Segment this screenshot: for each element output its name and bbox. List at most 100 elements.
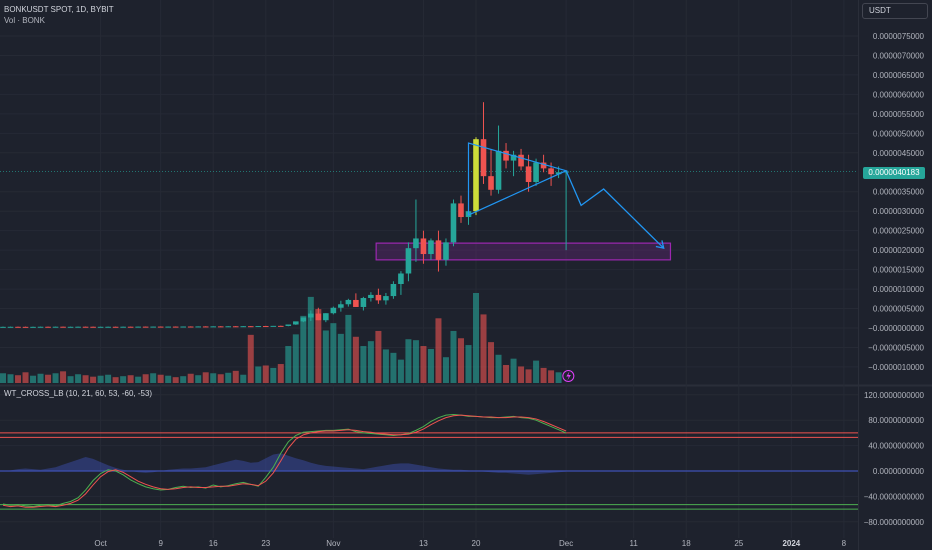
price-tick-label: 0.0000025000 <box>873 227 925 236</box>
candle-body <box>60 326 66 328</box>
candle-body <box>195 326 202 328</box>
candle-body <box>368 294 374 299</box>
candle-body <box>112 326 119 328</box>
volume-bar <box>540 367 547 383</box>
osc-tick-label: −40.0000000000 <box>864 492 925 501</box>
currency-button[interactable]: USDT <box>862 3 928 19</box>
osc-tick-label: 80.0000000000 <box>868 416 924 425</box>
volume-bar <box>420 346 427 383</box>
volume-bar <box>172 377 179 383</box>
candle-body <box>75 326 81 328</box>
candle-body <box>405 248 412 274</box>
candle-body <box>22 326 29 328</box>
volume-bar <box>270 367 277 383</box>
volume-bar <box>105 374 112 383</box>
price-tick-label: 0.0000075000 <box>873 32 925 41</box>
candle-body <box>45 326 51 328</box>
volume-bar <box>112 377 119 383</box>
volume-bar <box>127 375 134 383</box>
osc-tick-label: −80.0000000000 <box>864 518 925 527</box>
volume-bar <box>217 374 224 383</box>
volume-bar <box>97 375 104 383</box>
volume-bar <box>255 366 262 383</box>
volume-bar <box>330 323 337 383</box>
candle-body <box>383 296 389 301</box>
volume-bar <box>375 330 382 383</box>
candle-body <box>7 326 14 328</box>
price-tick-label: 0.0000050000 <box>873 129 925 138</box>
volume-bar <box>150 373 157 383</box>
candle-body <box>127 326 134 328</box>
osc-tick-label: 40.0000000000 <box>868 442 924 451</box>
candle-body <box>413 238 419 249</box>
volume-bar <box>337 333 344 383</box>
candle-body <box>135 326 141 328</box>
candle-body <box>353 299 359 307</box>
indicator-legend[interactable]: WT_CROSS_LB (10, 21, 60, 53, -60, -53) <box>4 389 153 398</box>
time-tick-label: Oct <box>94 539 107 548</box>
volume-bar <box>82 375 89 383</box>
time-tick-label: Dec <box>559 539 573 548</box>
price-axis[interactable]: 0.0000075000 0.0000070000 0.0000065000 0.00… <box>864 32 925 527</box>
candle-body <box>232 326 239 328</box>
wt2-line <box>2 414 567 508</box>
volume-bar <box>397 359 404 383</box>
volume-bar <box>60 371 67 383</box>
volume-bar <box>30 375 37 383</box>
volume-bar <box>22 372 29 383</box>
volume-bar <box>525 369 532 383</box>
time-tick-label: 11 <box>630 539 639 548</box>
candle-body <box>262 326 269 328</box>
volume-bar <box>285 346 292 383</box>
volume-bar <box>442 357 449 383</box>
candle-body <box>488 176 494 190</box>
candle-body <box>398 273 404 285</box>
volume-bar <box>37 373 44 383</box>
candle-body <box>187 326 194 328</box>
candle-body <box>120 326 126 328</box>
volume-bar <box>412 340 419 383</box>
volume-bar <box>382 349 389 383</box>
candle-body <box>82 326 89 328</box>
price-tick-label: 0.0000045000 <box>873 149 925 158</box>
candle-body <box>375 294 382 301</box>
candle-body <box>435 240 442 260</box>
volume-bar <box>165 375 172 383</box>
candle-body <box>293 321 299 325</box>
support-zone <box>375 242 672 261</box>
candle-body <box>345 299 352 305</box>
volume-bar <box>75 374 82 383</box>
projection-arrowhead <box>655 240 665 250</box>
price-tick-label: 0.0000030000 <box>873 207 925 216</box>
volume-bar <box>450 330 457 383</box>
time-tick-label: 8 <box>842 539 847 548</box>
volume-bar <box>7 374 14 383</box>
volume-bar <box>473 293 480 383</box>
projection-path <box>565 170 665 249</box>
candle-body <box>540 162 547 169</box>
candle-body <box>255 326 262 328</box>
price-tick-label: 0.0000055000 <box>873 110 925 119</box>
candle-body <box>202 326 209 328</box>
volume-bar <box>202 372 209 383</box>
symbol-title: BONKUSDT SPOT, 1D, BYBIT <box>4 5 114 14</box>
price-tick-label: 0.0000035000 <box>873 188 925 197</box>
price-tick-label: 0.0000005000 <box>873 305 925 314</box>
oscillator-pane <box>0 413 858 510</box>
volume-bar <box>495 354 502 383</box>
time-axis[interactable]: 8Oct91623Nov1320Dec11182520248 <box>0 539 847 548</box>
time-tick-label: 20 <box>472 539 481 548</box>
candle-body <box>67 326 74 328</box>
candle-body <box>390 284 397 297</box>
volume-bar <box>518 366 525 383</box>
volume-bar <box>135 376 142 383</box>
candle-body <box>150 326 156 328</box>
price-tick-label: −0.0000000000 <box>868 324 924 333</box>
volume-bar <box>15 375 22 383</box>
volume-bar <box>510 358 517 383</box>
candle-body <box>458 203 464 218</box>
price-tick-label: −0.0000010000 <box>868 363 924 372</box>
volume-bar <box>367 341 374 383</box>
candle-body <box>503 150 509 161</box>
